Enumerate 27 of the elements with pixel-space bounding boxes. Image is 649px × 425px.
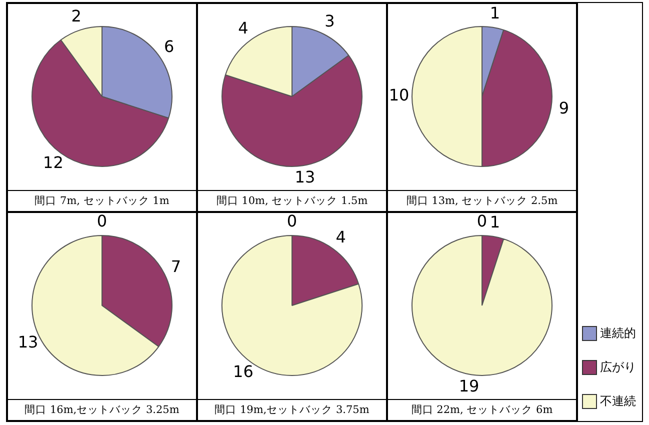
text: 間口 19m,セットバック 3.75m (198, 399, 386, 420)
data-label: 13 (294, 168, 316, 187)
text: 0 (476, 212, 488, 231)
data-label: 1 (490, 212, 500, 232)
data-label: 12 (43, 152, 64, 172)
data-label: 6 (164, 36, 174, 56)
text: 間口 16m,セットバック 3.25m (8, 399, 196, 420)
data-label: 3 (324, 12, 335, 31)
text: 間口 10m, セットバック 1.5m (198, 190, 386, 211)
data-label: 10 (388, 86, 410, 105)
text: 間口 22m, セットバック 6m (388, 399, 576, 420)
text: 間口 13m, セットバック 2.5m (388, 190, 576, 211)
data-label: 4 (336, 228, 346, 247)
data-label: 2 (71, 6, 82, 26)
legend-label: 不連続 (600, 393, 636, 410)
text: 間口 7m, セットバック 1m (8, 190, 196, 211)
legend-label: 広がり (600, 359, 636, 376)
text: 0 (286, 212, 298, 231)
data-label: 7 (170, 256, 182, 276)
text: 0 (96, 212, 108, 231)
data-label: 16 (233, 362, 254, 381)
data-label: 19 (458, 376, 480, 396)
data-label: 9 (558, 98, 570, 118)
data-label: 1 (490, 4, 500, 23)
data-label: 13 (18, 332, 38, 352)
legend-label: 連続的 (600, 325, 636, 342)
data-label: 4 (238, 18, 248, 38)
